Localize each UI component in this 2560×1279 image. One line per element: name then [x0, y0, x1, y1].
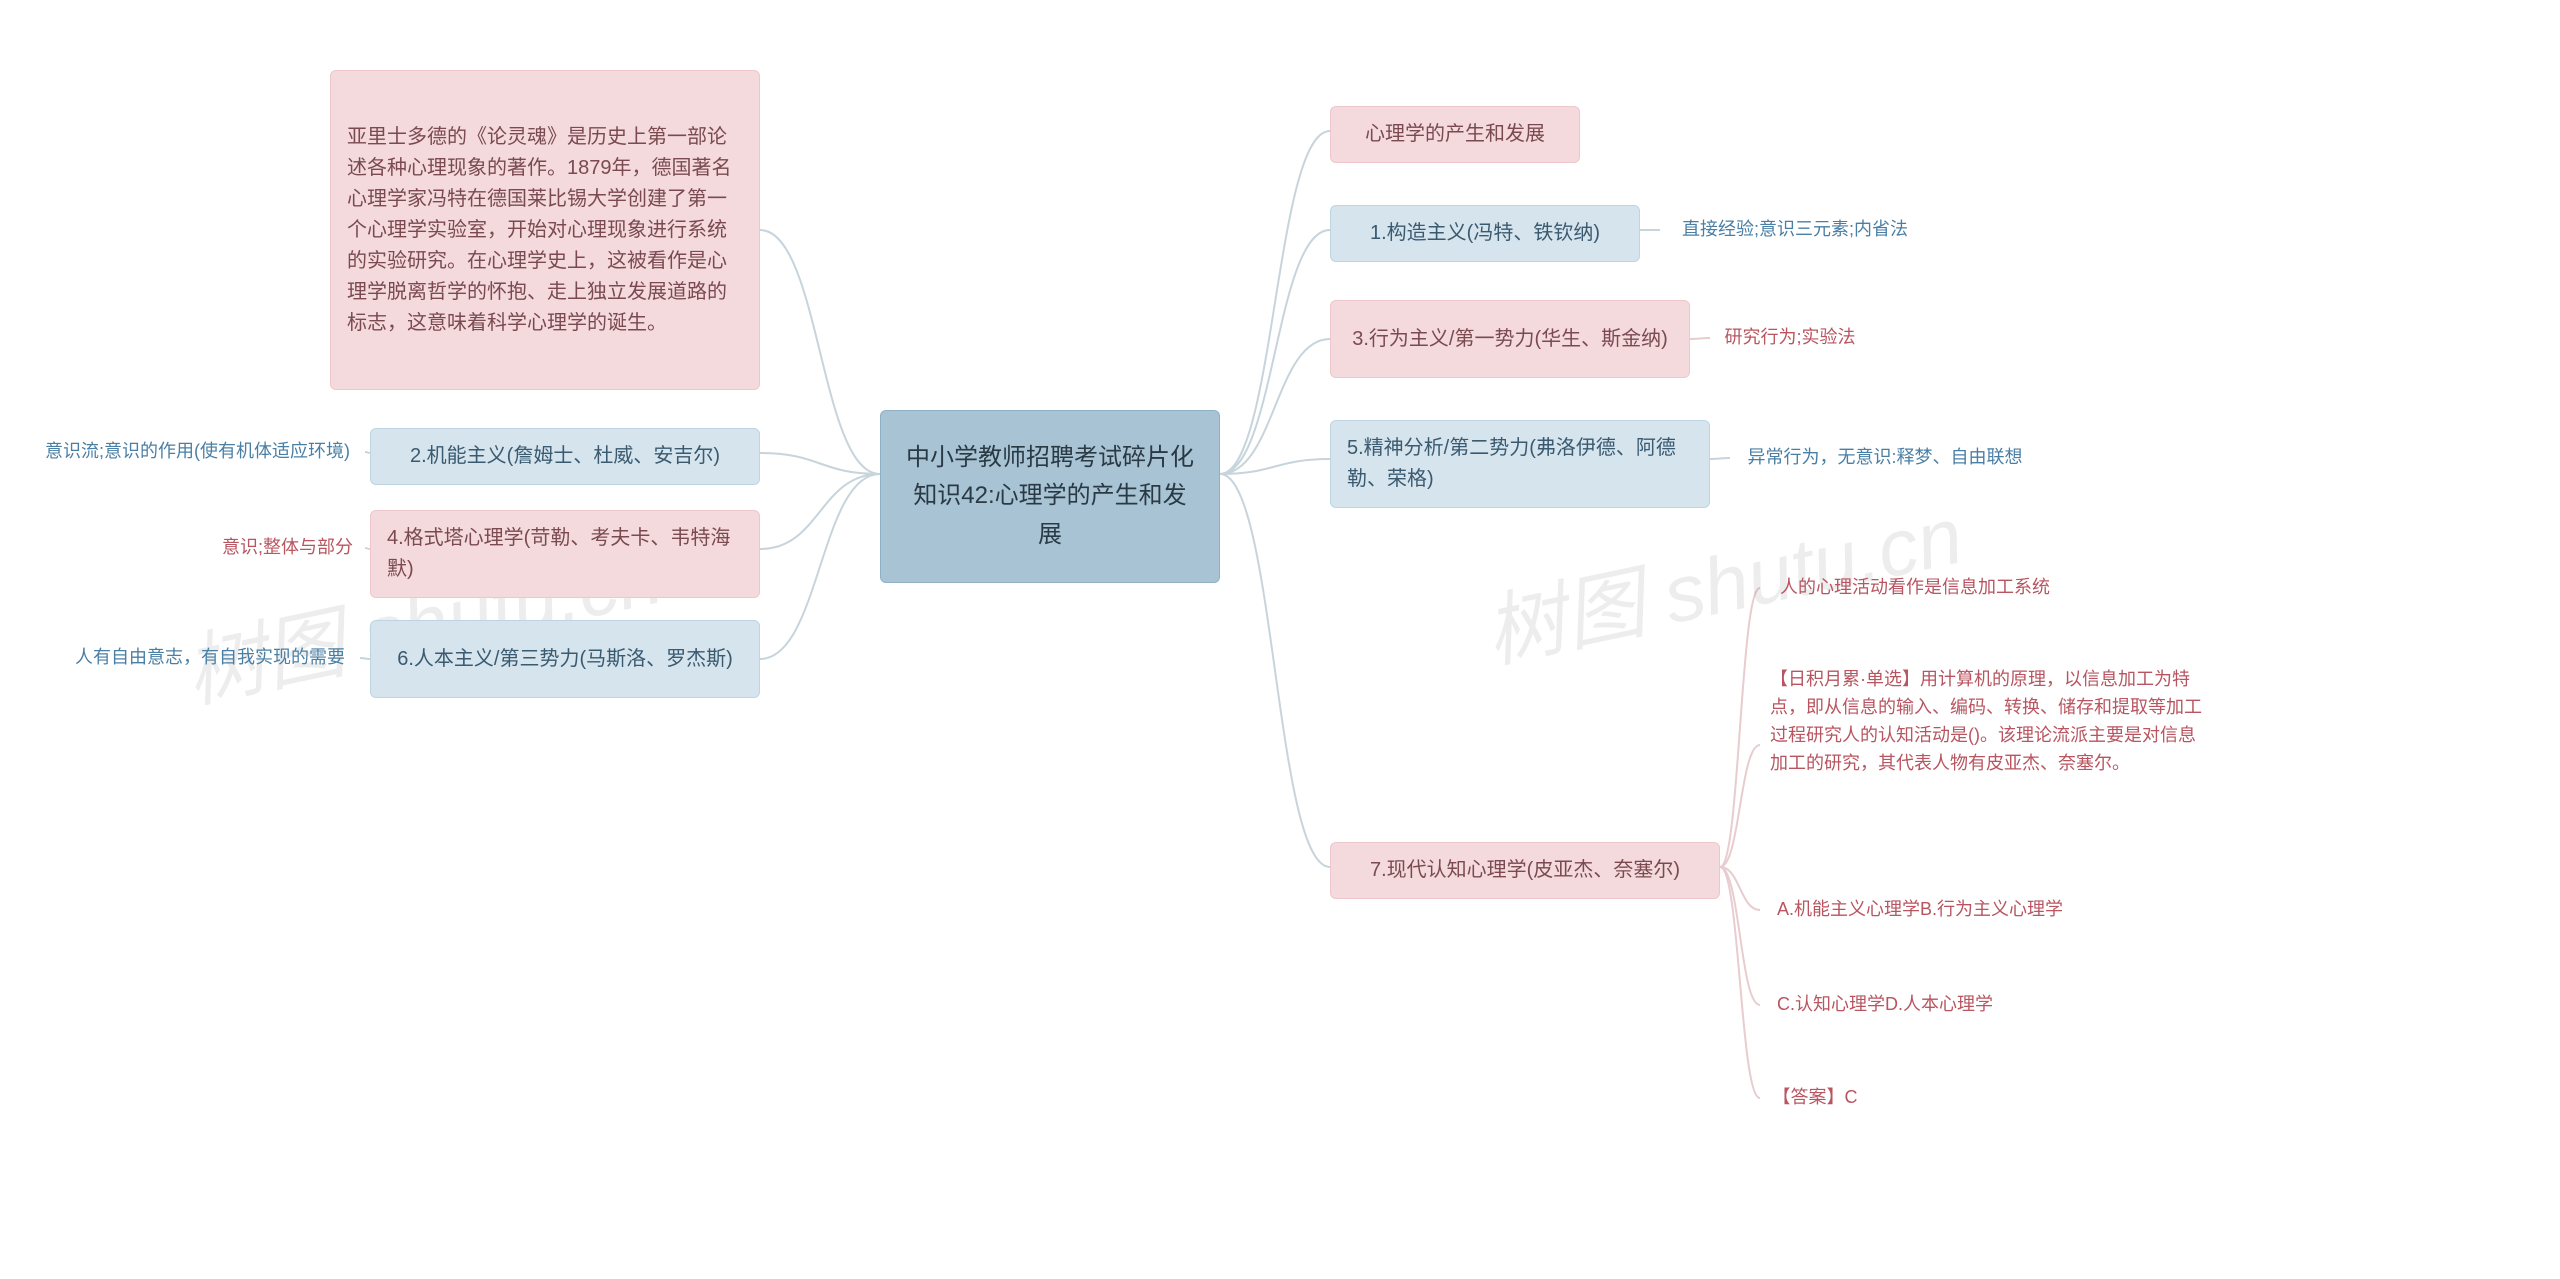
right-node-cognitive: 7.现代认知心理学(皮亚杰、奈塞尔) — [1330, 842, 1720, 899]
right-node-behaviorism: 3.行为主义/第一势力(华生、斯金纳) — [1330, 300, 1690, 378]
mindmap-canvas: 树图 shutu.cn 树图 shutu.cn 中小学教师招聘考试碎片化知识42… — [0, 0, 2560, 1279]
right-node-structuralism: 1.构造主义(冯特、铁钦纳) — [1330, 205, 1640, 262]
right-leaf-cognitive-0: 人的心理活动看作是信息加工系统 — [1760, 568, 2070, 608]
right-leaf-cognitive-3: C.认知心理学D.人本心理学 — [1760, 985, 2010, 1025]
right-node-psychoanalysis: 5.精神分析/第二势力(弗洛伊德、阿德勒、荣格) — [1330, 420, 1710, 508]
center-node: 中小学教师招聘考试碎片化知识42:心理学的产生和发展 — [880, 410, 1220, 583]
left-leaf-humanism: 人有自由意志，有自我实现的需要 — [60, 638, 360, 678]
left-leaf-gestalt: 意识;整体与部分 — [210, 528, 365, 568]
right-node-origin: 心理学的产生和发展 — [1330, 106, 1580, 163]
right-leaf-psychoanalysis: 异常行为，无意识:释梦、自由联想 — [1730, 438, 2040, 478]
left-node-intro: 亚里士多德的《论灵魂》是历史上第一部论述各种心理现象的著作。1879年，德国著名… — [330, 70, 760, 390]
right-leaf-cognitive-1: 【日积月累·单选】用计算机的原理，以信息加工为特点，即从信息的输入、编码、转换、… — [1760, 660, 2220, 784]
left-node-functionalism: 2.机能主义(詹姆士、杜威、安吉尔) — [370, 428, 760, 485]
right-leaf-structuralism: 直接经验;意识三元素;内省法 — [1660, 210, 1930, 250]
right-leaf-cognitive-2: A.机能主义心理学B.行为主义心理学 — [1760, 890, 2080, 930]
right-leaf-cognitive-4: 【答案】C — [1760, 1078, 1870, 1118]
left-leaf-functionalism: 意识流;意识的作用(使有机体适应环境) — [30, 432, 365, 472]
right-leaf-behaviorism: 研究行为;实验法 — [1710, 318, 1870, 358]
left-node-humanism: 6.人本主义/第三势力(马斯洛、罗杰斯) — [370, 620, 760, 698]
left-node-gestalt: 4.格式塔心理学(苛勒、考夫卡、韦特海默) — [370, 510, 760, 598]
